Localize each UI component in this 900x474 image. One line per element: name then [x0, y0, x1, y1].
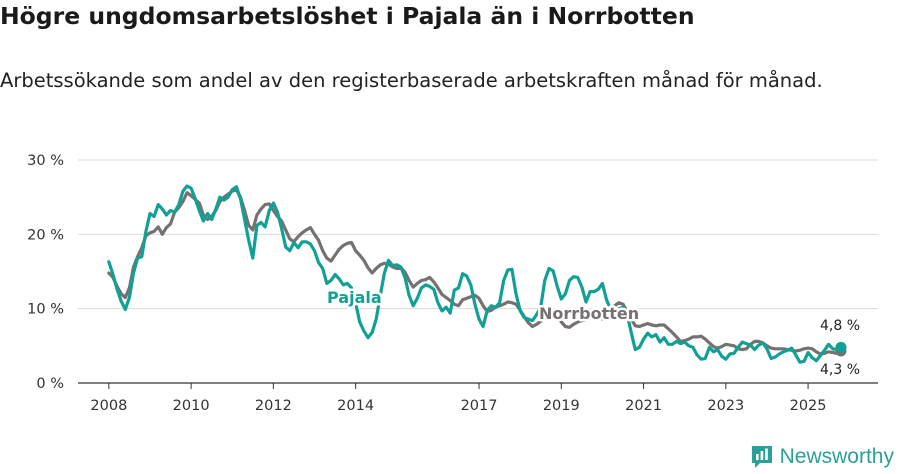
series-label-pajala: Pajala — [327, 288, 382, 307]
chart-title: Högre ungdomsarbetslöshet i Pajala än i … — [0, 2, 695, 30]
chart-subtitle: Arbetssökande som andel av den registerb… — [0, 69, 823, 92]
y-axis-ticks: 0 % 10 % 20 % 30 % — [27, 153, 64, 392]
x-tick-label: 2021 — [625, 398, 662, 414]
x-tick-label: 2014 — [337, 398, 374, 414]
x-axis: 2008 2010 2012 2014 2017 2019 2021 2023 2025 — [78, 382, 878, 414]
x-tick-label: 2017 — [461, 398, 498, 414]
newsworthy-logo: Newsworthy — [750, 444, 894, 470]
grid-lines — [78, 159, 878, 310]
brand-name: Newsworthy — [779, 445, 894, 468]
newsworthy-logo-icon — [751, 446, 772, 468]
end-value-label-pajala: 4,8 % — [820, 318, 860, 334]
series-label-norrbotten: Norrbotten — [539, 304, 639, 323]
y-tick-label: 10 % — [27, 302, 64, 318]
series-endpoint-pajala — [835, 341, 847, 353]
series-label-norrbotten-halo: Norrbotten — [539, 304, 639, 323]
y-tick-label: 20 % — [27, 227, 64, 243]
series-line-norrbotten — [107, 188, 843, 356]
series-line-pajala — [107, 184, 843, 364]
series-label-pajala-halo: Pajala — [327, 288, 382, 307]
y-tick-label: 30 % — [27, 153, 64, 169]
x-tick-label: 2012 — [255, 398, 292, 414]
series-lines — [107, 184, 847, 364]
x-tick-label: 2008 — [90, 398, 127, 414]
end-value-label-norrbotten: 4,3 % — [820, 362, 860, 378]
x-tick-label: 2023 — [707, 398, 744, 414]
x-tick-label: 2025 — [790, 398, 827, 414]
y-tick-label: 0 % — [36, 376, 64, 392]
x-tick-label: 2010 — [173, 398, 210, 414]
x-tick-label: 2019 — [543, 398, 580, 414]
